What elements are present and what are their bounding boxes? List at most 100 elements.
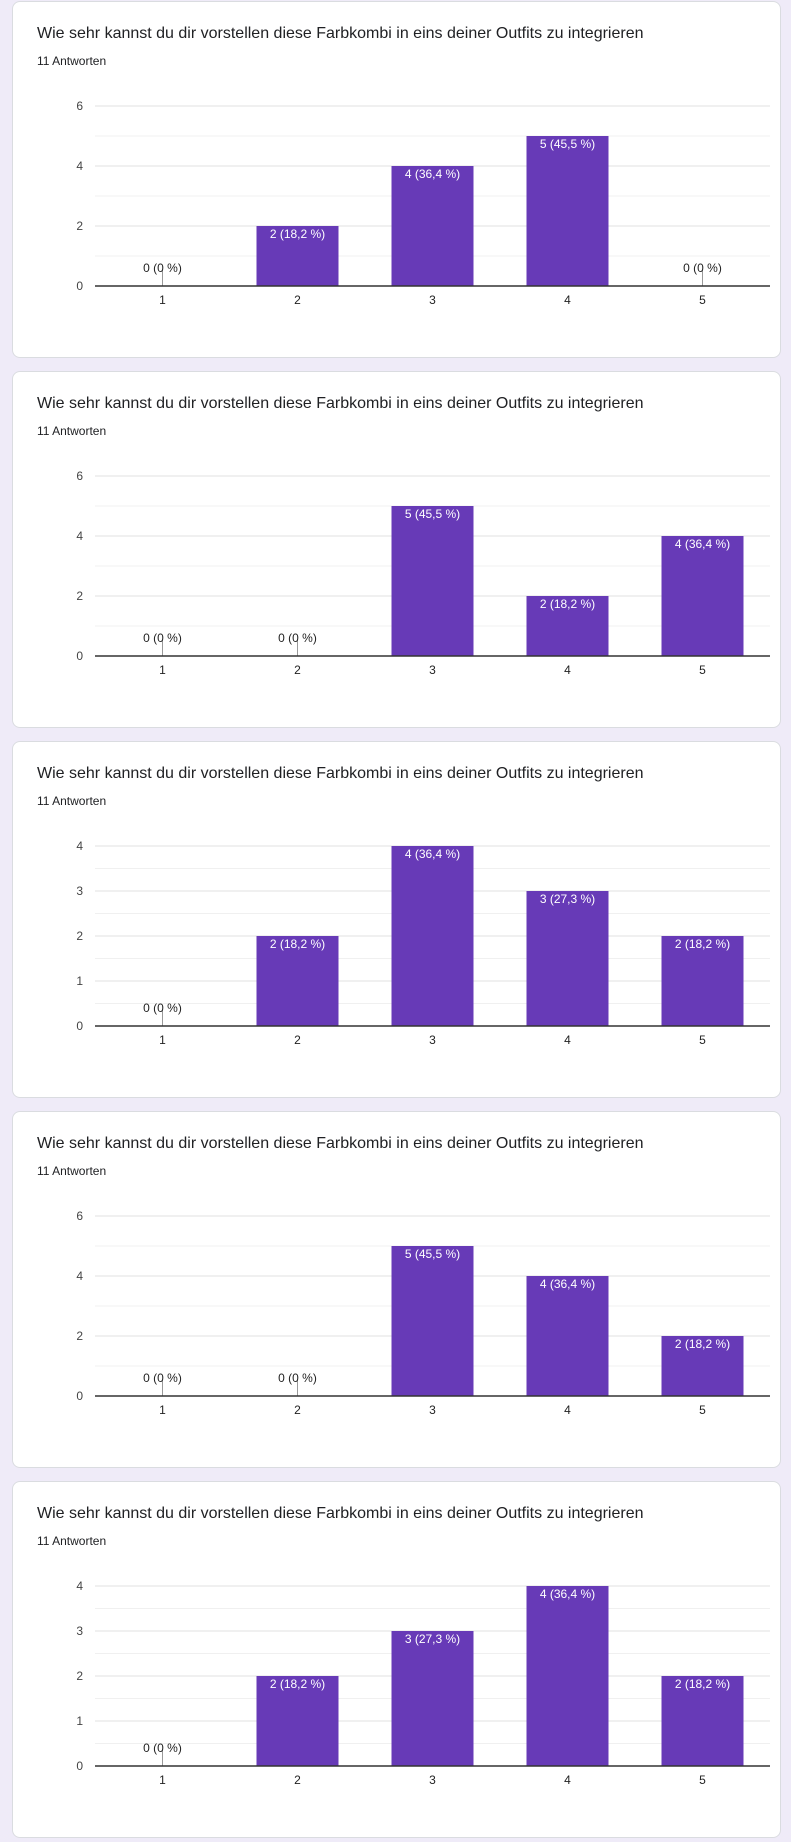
data-label: 2 (18,2 %) — [270, 227, 325, 241]
y-tick-label: 0 — [76, 1019, 83, 1033]
x-tick-label: 4 — [564, 1403, 571, 1417]
bar — [661, 936, 744, 1026]
question-title: Wie sehr kannst du dir vorstellen diese … — [37, 25, 644, 42]
data-label: 2 (18,2 %) — [675, 1337, 730, 1351]
bar — [661, 1676, 744, 1766]
y-tick-label: 0 — [76, 1759, 83, 1773]
bar — [526, 596, 609, 656]
bar — [526, 136, 609, 286]
x-tick-label: 3 — [429, 1403, 436, 1417]
data-label: 0 (0 %) — [683, 261, 722, 275]
y-tick-label: 6 — [76, 469, 83, 483]
question-title: Wie sehr kannst du dir vorstellen diese … — [37, 395, 644, 412]
bar — [526, 891, 609, 1026]
question-card-2: Wie sehr kannst du dir vorstellen diese … — [12, 371, 781, 728]
bar-chart: 0 1 2 3 4 0 (0 %) 1 2 (18,2 %) 2 4 (36,4 %) 3 3 (27… — [76, 839, 770, 1047]
y-tick-label: 4 — [76, 1269, 83, 1283]
bar — [391, 1246, 474, 1396]
y-tick-label: 1 — [76, 1714, 83, 1728]
data-label: 3 (27,3 %) — [540, 892, 595, 906]
x-tick-label: 1 — [159, 663, 166, 677]
x-tick-label: 4 — [564, 293, 571, 307]
bar — [256, 226, 339, 286]
x-tick-label: 5 — [699, 1403, 706, 1417]
y-tick-label: 0 — [76, 279, 83, 293]
data-label: 4 (36,4 %) — [405, 167, 460, 181]
data-label: 0 (0 %) — [143, 1371, 182, 1385]
question-card-4: Wie sehr kannst du dir vorstellen diese … — [12, 1111, 781, 1468]
data-label: 2 (18,2 %) — [675, 1677, 730, 1691]
bar — [391, 506, 474, 656]
y-tick-label: 2 — [76, 219, 83, 233]
bar — [256, 1676, 339, 1766]
question-title: Wie sehr kannst du dir vorstellen diese … — [37, 1505, 644, 1522]
data-label: 0 (0 %) — [143, 1001, 182, 1015]
question-title: Wie sehr kannst du dir vorstellen diese … — [37, 1135, 644, 1152]
bar-chart: 0 2 4 6 0 (0 %) 1 0 (0 %) 2 5 (45,5 %) 3 2 (18,2 %… — [76, 469, 770, 677]
y-tick-label: 6 — [76, 99, 83, 113]
x-tick-label: 1 — [159, 1773, 166, 1787]
x-tick-label: 4 — [564, 1773, 571, 1787]
x-tick-label: 2 — [294, 1033, 301, 1047]
y-tick-label: 4 — [76, 1579, 83, 1593]
y-tick-label: 0 — [76, 649, 83, 663]
data-label: 3 (27,3 %) — [405, 1632, 460, 1646]
x-tick-label: 5 — [699, 663, 706, 677]
data-label: 5 (45,5 %) — [405, 507, 460, 521]
bar — [391, 1631, 474, 1766]
bar — [391, 166, 474, 286]
x-tick-label: 4 — [564, 663, 571, 677]
x-tick-label: 3 — [429, 1773, 436, 1787]
x-tick-label: 2 — [294, 1403, 301, 1417]
response-count: 11 Antworten — [37, 54, 107, 68]
data-label: 0 (0 %) — [278, 631, 317, 645]
question-card-5: Wie sehr kannst du dir vorstellen diese … — [12, 1481, 781, 1838]
response-count: 11 Antworten — [37, 1534, 107, 1548]
data-label: 2 (18,2 %) — [540, 597, 595, 611]
bar — [661, 536, 744, 656]
data-label: 0 (0 %) — [143, 1741, 182, 1755]
bar-chart: 0 1 2 3 4 0 (0 %) 1 2 (18,2 %) 2 3 (27,3 %) 3 4 (36… — [76, 1579, 770, 1787]
x-tick-label: 5 — [699, 293, 706, 307]
x-tick-label: 2 — [294, 1773, 301, 1787]
y-tick-label: 3 — [76, 884, 83, 898]
data-label: 2 (18,2 %) — [270, 937, 325, 951]
data-label: 4 (36,4 %) — [540, 1277, 595, 1291]
data-label: 2 (18,2 %) — [675, 937, 730, 951]
y-tick-label: 0 — [76, 1389, 83, 1403]
data-label: 5 (45,5 %) — [540, 137, 595, 151]
y-tick-label: 4 — [76, 159, 83, 173]
x-tick-label: 3 — [429, 663, 436, 677]
data-label: 4 (36,4 %) — [675, 537, 730, 551]
bar — [256, 936, 339, 1026]
bar-chart: 0 2 4 6 0 (0 %) 1 0 (0 %) 2 5 (45,5 %) 3 4 (36,4 %… — [76, 1209, 770, 1417]
y-tick-label: 1 — [76, 974, 83, 988]
x-tick-label: 5 — [699, 1773, 706, 1787]
data-label: 0 (0 %) — [278, 1371, 317, 1385]
x-tick-label: 1 — [159, 293, 166, 307]
y-tick-label: 3 — [76, 1624, 83, 1638]
bar — [526, 1276, 609, 1396]
response-count: 11 Antworten — [37, 1164, 107, 1178]
x-tick-label: 5 — [699, 1033, 706, 1047]
x-tick-label: 4 — [564, 1033, 571, 1047]
y-tick-label: 4 — [76, 839, 83, 853]
y-tick-label: 6 — [76, 1209, 83, 1223]
question-card-1: Wie sehr kannst du dir vorstellen diese … — [12, 1, 781, 358]
bar — [391, 846, 474, 1026]
question-title: Wie sehr kannst du dir vorstellen diese … — [37, 765, 644, 782]
bar — [526, 1586, 609, 1766]
x-tick-label: 2 — [294, 663, 301, 677]
bar — [661, 1336, 744, 1396]
x-tick-label: 2 — [294, 293, 301, 307]
data-label: 0 (0 %) — [143, 631, 182, 645]
x-tick-label: 1 — [159, 1033, 166, 1047]
y-tick-label: 2 — [76, 1669, 83, 1683]
y-tick-label: 4 — [76, 529, 83, 543]
data-label: 4 (36,4 %) — [540, 1587, 595, 1601]
data-label: 5 (45,5 %) — [405, 1247, 460, 1261]
bar-chart: 0 2 4 6 0 (0 %) 1 2 (18,2 %) 2 4 (36,4 %) 3 5 (45,… — [76, 99, 770, 307]
data-label: 2 (18,2 %) — [270, 1677, 325, 1691]
x-tick-label: 3 — [429, 293, 436, 307]
y-tick-label: 2 — [76, 929, 83, 943]
